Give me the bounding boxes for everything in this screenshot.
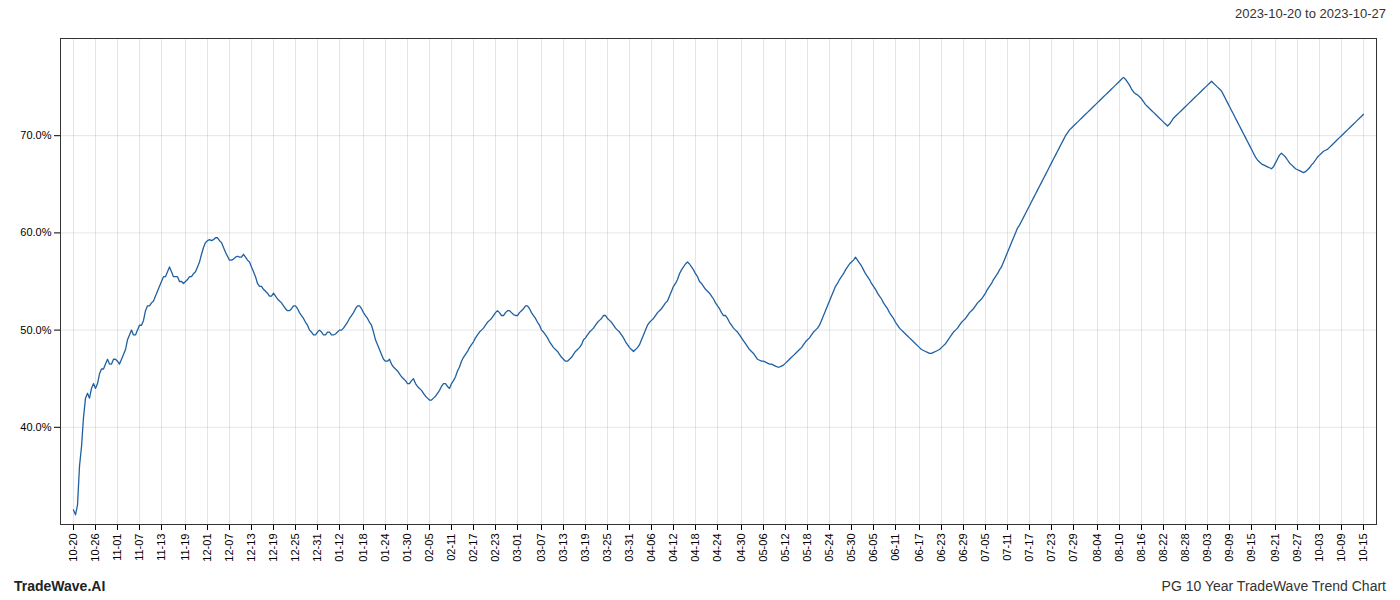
svg-text:02-11: 02-11 <box>445 534 457 561</box>
svg-text:01-18: 01-18 <box>357 534 369 562</box>
svg-text:11-19: 11-19 <box>179 534 191 561</box>
svg-text:07-17: 07-17 <box>1023 534 1035 562</box>
svg-text:10-03: 10-03 <box>1313 534 1325 562</box>
svg-text:12-01: 12-01 <box>201 534 213 562</box>
svg-text:05-30: 05-30 <box>845 534 857 562</box>
svg-text:01-24: 01-24 <box>379 534 391 562</box>
svg-text:04-12: 04-12 <box>667 534 679 562</box>
svg-text:06-11: 06-11 <box>889 534 901 561</box>
svg-text:05-06: 05-06 <box>757 534 769 562</box>
svg-text:08-28: 08-28 <box>1179 534 1191 562</box>
svg-text:07-23: 07-23 <box>1045 534 1057 562</box>
svg-text:01-30: 01-30 <box>401 534 413 562</box>
html-text:PG 10 Year TradeWave Trend Cha: PG 10 Year TradeWave Trend Chart <box>1161 578 1386 594</box>
svg-text:11-01: 11-01 <box>111 534 123 561</box>
svg-text:06-23: 06-23 <box>935 534 947 562</box>
svg-text:11-13: 11-13 <box>155 534 167 561</box>
html-text:TradeWave.AI: TradeWave.AI <box>14 578 106 594</box>
svg-text:05-18: 05-18 <box>801 534 813 562</box>
svg-text:02-05: 02-05 <box>423 534 435 562</box>
svg-text:09-09: 09-09 <box>1223 534 1235 562</box>
svg-text:01-12: 01-12 <box>333 534 345 562</box>
svg-text:10-15: 10-15 <box>1357 534 1369 562</box>
svg-text:03-13: 03-13 <box>557 534 569 562</box>
svg-text:08-04: 08-04 <box>1091 534 1103 562</box>
svg-text:09-21: 09-21 <box>1269 534 1281 562</box>
svg-text:08-22: 08-22 <box>1157 534 1169 562</box>
svg-text:08-16: 08-16 <box>1135 534 1147 562</box>
svg-text:06-05: 06-05 <box>867 534 879 562</box>
svg-text:10-26: 10-26 <box>89 534 101 562</box>
svg-text:03-19: 03-19 <box>579 534 591 562</box>
svg-text:02-17: 02-17 <box>467 534 479 562</box>
svg-text:03-25: 03-25 <box>601 534 613 562</box>
svg-text:07-29: 07-29 <box>1067 534 1079 562</box>
svg-text:06-17: 06-17 <box>913 534 925 562</box>
svg-text:02-23: 02-23 <box>489 534 501 562</box>
svg-text:12-13: 12-13 <box>245 534 257 562</box>
svg-text:09-15: 09-15 <box>1245 534 1257 562</box>
svg-text:07-05: 07-05 <box>979 534 991 562</box>
svg-text:03-01: 03-01 <box>511 534 523 562</box>
svg-text:05-12: 05-12 <box>779 534 791 562</box>
svg-text:40.0%: 40.0% <box>20 421 51 433</box>
svg-text:03-31: 03-31 <box>623 534 635 562</box>
svg-text:60.0%: 60.0% <box>20 226 51 238</box>
svg-text:08-10: 08-10 <box>1113 534 1125 562</box>
svg-text:06-29: 06-29 <box>957 534 969 562</box>
svg-text:09-27: 09-27 <box>1291 534 1303 562</box>
html-text:2023-10-20 to 2023-10-27: 2023-10-20 to 2023-10-27 <box>1234 6 1386 21</box>
svg-text:09-03: 09-03 <box>1201 534 1213 562</box>
svg-text:05-24: 05-24 <box>823 534 835 562</box>
svg-text:12-19: 12-19 <box>267 534 279 562</box>
svg-text:04-30: 04-30 <box>735 534 747 562</box>
svg-text:04-18: 04-18 <box>689 534 701 562</box>
svg-text:12-07: 12-07 <box>223 534 235 562</box>
svg-text:10-20: 10-20 <box>67 534 79 562</box>
svg-text:04-24: 04-24 <box>711 534 723 562</box>
svg-text:03-07: 03-07 <box>535 534 547 562</box>
svg-text:11-07: 11-07 <box>133 534 145 561</box>
svg-text:12-31: 12-31 <box>311 534 323 562</box>
svg-text:04-06: 04-06 <box>645 534 657 562</box>
svg-text:50.0%: 50.0% <box>20 324 51 336</box>
svg-text:10-09: 10-09 <box>1335 534 1347 562</box>
svg-text:12-25: 12-25 <box>289 534 301 562</box>
svg-text:07-11: 07-11 <box>1001 534 1013 561</box>
svg-text:70.0%: 70.0% <box>20 129 51 141</box>
